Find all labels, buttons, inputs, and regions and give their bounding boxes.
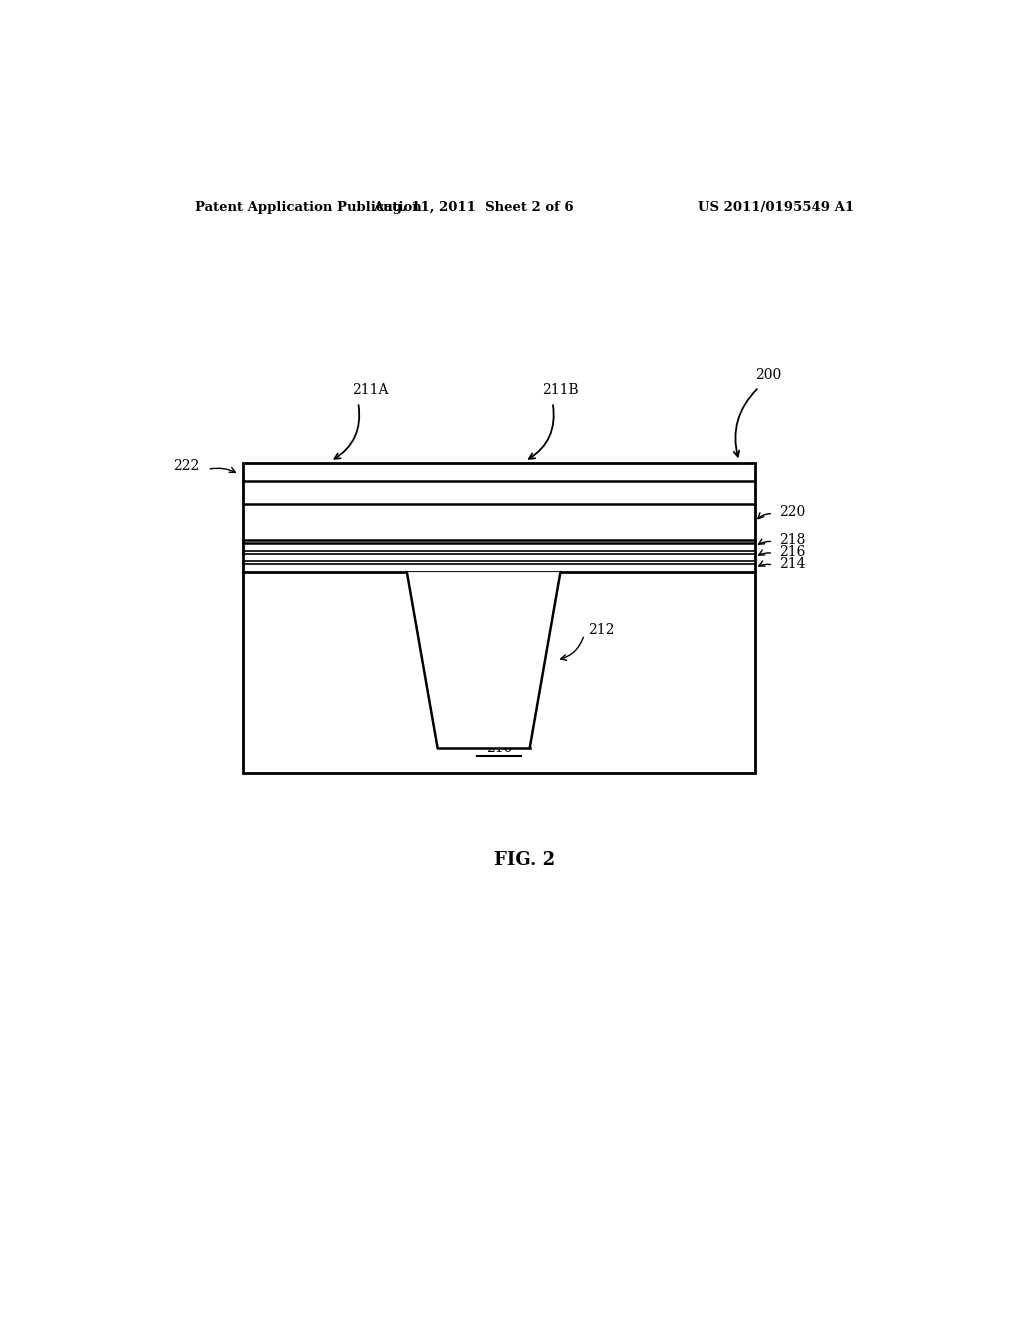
Text: US 2011/0195549 A1: US 2011/0195549 A1 bbox=[698, 201, 854, 214]
Text: 216: 216 bbox=[779, 545, 805, 560]
Text: 200: 200 bbox=[755, 368, 781, 381]
Text: Patent Application Publication: Patent Application Publication bbox=[196, 201, 422, 214]
Text: 214: 214 bbox=[779, 557, 805, 572]
Text: 222: 222 bbox=[173, 459, 200, 474]
Text: 218: 218 bbox=[779, 532, 805, 546]
Text: FIG. 2: FIG. 2 bbox=[495, 850, 555, 869]
Polygon shape bbox=[407, 572, 560, 748]
Text: 211A: 211A bbox=[352, 383, 388, 397]
Text: 220: 220 bbox=[779, 504, 805, 519]
Text: 211B: 211B bbox=[542, 383, 579, 397]
Bar bbox=[243, 463, 755, 774]
Text: 210: 210 bbox=[485, 741, 512, 755]
Text: 212: 212 bbox=[588, 623, 614, 636]
Text: Aug. 11, 2011  Sheet 2 of 6: Aug. 11, 2011 Sheet 2 of 6 bbox=[373, 201, 573, 214]
